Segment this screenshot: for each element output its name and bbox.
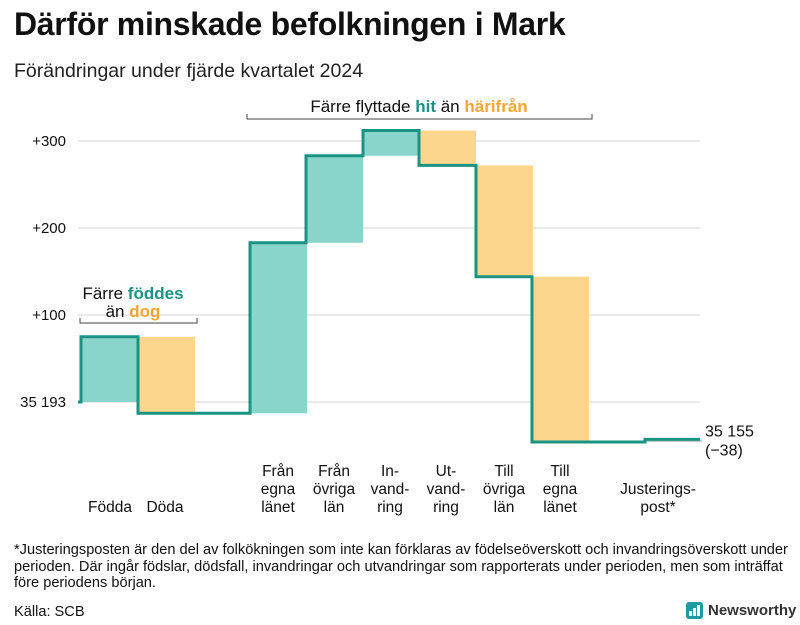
category-label: In- bbox=[381, 463, 399, 480]
category-label: ring bbox=[377, 499, 403, 516]
category-label: Justerings- bbox=[620, 481, 696, 498]
bar bbox=[476, 165, 533, 277]
category-label: Till bbox=[494, 463, 513, 480]
category-label: egna bbox=[261, 481, 296, 498]
category-label: ring bbox=[433, 499, 459, 516]
category-label: vand- bbox=[371, 481, 410, 498]
chart-title: Därför minskade befolkningen i Mark bbox=[14, 6, 566, 42]
category-label: Till bbox=[550, 463, 569, 480]
annotation-bracket bbox=[79, 318, 198, 324]
chart-subtitle: Förändringar under fjärde kvartalet 2024 bbox=[14, 60, 364, 82]
annotation-births-deaths-line1: Färre föddes bbox=[82, 284, 183, 303]
bar bbox=[138, 336, 195, 414]
end-value-label: 35 155 bbox=[705, 423, 754, 440]
waterfall-line bbox=[78, 129, 700, 444]
annotation-births-deaths-line2: än dog bbox=[106, 302, 161, 321]
category-label: Döda bbox=[146, 499, 183, 516]
end-change-label: (−38) bbox=[705, 442, 743, 459]
category-label: post* bbox=[640, 499, 675, 516]
category-label: Från bbox=[318, 463, 350, 480]
category-label: Ut- bbox=[436, 463, 457, 480]
category-label: län bbox=[324, 499, 345, 516]
source: Källa: SCB bbox=[14, 604, 85, 620]
category-label: län bbox=[494, 499, 515, 516]
category-label: egna bbox=[543, 481, 578, 498]
waterfall-chart: 35 193 +100 +200 +300 35 155 (−38) Födda Döda Fr… bbox=[20, 97, 754, 516]
annotation-bracket bbox=[246, 114, 593, 120]
y-tick-label: +200 bbox=[32, 220, 66, 237]
bar bbox=[250, 242, 307, 414]
y-tick-label: +300 bbox=[32, 133, 66, 150]
bar bbox=[81, 336, 138, 402]
newsworthy-logo: Newsworthy bbox=[686, 602, 796, 619]
newsworthy-logo-text: Newsworthy bbox=[708, 602, 797, 619]
annotation-migration: Färre flyttade hit än härifrån bbox=[310, 97, 527, 116]
y-tick-label: +100 bbox=[32, 307, 66, 324]
category-label: vand- bbox=[427, 481, 466, 498]
bar bbox=[306, 155, 363, 243]
bar bbox=[363, 130, 420, 156]
category-label: övriga bbox=[483, 481, 526, 498]
y-tick-label: 35 193 bbox=[20, 394, 66, 411]
category-label: Födda bbox=[88, 499, 132, 516]
bar bbox=[532, 276, 589, 443]
bar bbox=[419, 130, 476, 166]
newsworthy-logo-icon bbox=[686, 602, 703, 619]
category-label: länet bbox=[543, 499, 577, 516]
footnote: *Justeringsposten är den del av folkökni… bbox=[14, 542, 788, 591]
category-label: länet bbox=[261, 499, 295, 516]
category-label: Från bbox=[262, 463, 294, 480]
category-label: övriga bbox=[313, 481, 356, 498]
